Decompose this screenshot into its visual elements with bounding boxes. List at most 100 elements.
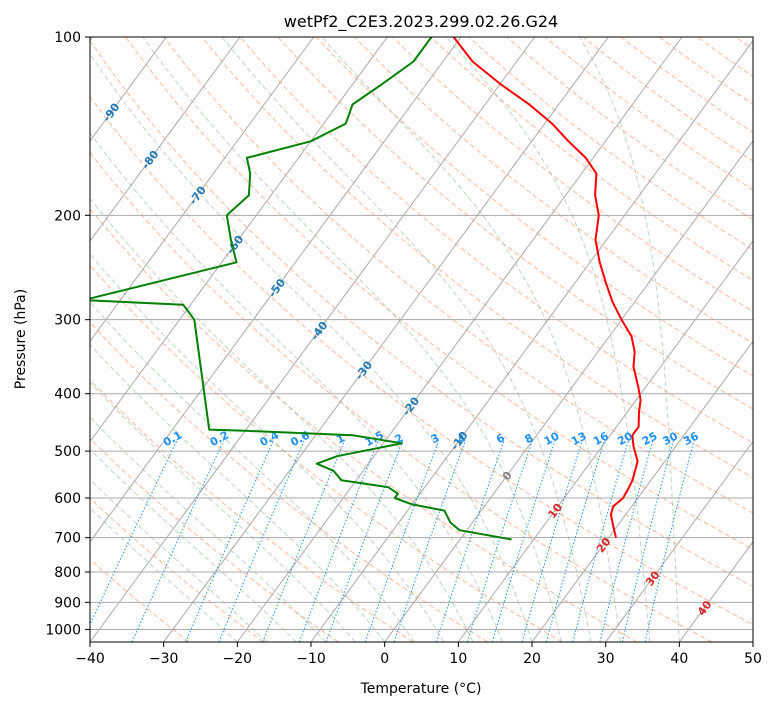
moist-adiabat-line xyxy=(0,158,267,642)
isotherm-label: -70 xyxy=(187,183,210,207)
y-tick-label: 100 xyxy=(54,30,81,46)
y-tick-label: 600 xyxy=(54,491,81,507)
dry-adiabat-line xyxy=(49,37,775,642)
x-axis-label: Temperature (°C) xyxy=(360,681,482,697)
mixing-ratio-label: 36 xyxy=(681,429,701,448)
moist-adiabat-line xyxy=(0,84,385,642)
y-tick-label: 400 xyxy=(54,387,81,403)
moist-adiabat-line xyxy=(322,37,621,642)
mixing-ratio-line xyxy=(186,441,274,642)
dry-adiabat-line xyxy=(354,37,775,642)
mixing-ratio-label: 16 xyxy=(591,429,611,448)
isotherm-label: -20 xyxy=(400,394,423,418)
isotherm-label: 30 xyxy=(643,568,663,588)
mixing-ratio-line xyxy=(546,441,604,642)
y-tick-label: 1000 xyxy=(45,622,81,638)
isotherm-line xyxy=(385,37,775,642)
plot-frame xyxy=(90,37,753,642)
isotherm-label: -40 xyxy=(308,319,331,343)
y-tick-label: 500 xyxy=(54,444,81,460)
dry-adiabat-line xyxy=(278,37,775,642)
y-tick-label: 200 xyxy=(54,208,81,224)
dry-adiabat-line xyxy=(126,37,775,642)
dry-adiabat-line xyxy=(0,37,562,642)
moist-adiabat-line xyxy=(0,124,326,642)
isotherm-line xyxy=(532,37,775,642)
dry-adiabat-line xyxy=(659,37,775,642)
x-tick-label: 0 xyxy=(380,651,389,667)
chart-title: wetPf2_C2E3.2023.299.02.26.G24 xyxy=(284,12,558,32)
mixing-ratio-label: 10 xyxy=(542,429,562,448)
mixing-ratio-label: 6 xyxy=(494,431,507,446)
x-tick-label: −20 xyxy=(223,651,253,667)
moist-adiabat-line xyxy=(79,37,532,642)
moist-adiabat-line xyxy=(580,37,680,642)
dry-adiabat-line xyxy=(0,37,488,642)
mixing-ratio-line xyxy=(622,441,673,642)
dry-adiabat-line xyxy=(698,37,775,642)
dry-adiabat-line xyxy=(621,37,775,642)
dry-adiabat-line xyxy=(545,37,775,642)
dry-adiabat-line xyxy=(0,37,338,642)
dry-adiabat-line xyxy=(393,37,775,642)
x-tick-label: 40 xyxy=(670,651,688,667)
x-tick-label: 10 xyxy=(449,651,467,667)
moist-adiabat-line xyxy=(27,37,503,642)
isotherm-line xyxy=(237,37,682,642)
x-tick-label: 30 xyxy=(597,651,615,667)
dry-adiabat-line xyxy=(736,37,775,642)
isotherm-label: -80 xyxy=(139,148,162,172)
isotherm-line xyxy=(164,37,609,642)
background-lines xyxy=(0,37,775,642)
y-axis-label: Pressure (hPa) xyxy=(13,289,29,389)
isotherm-line xyxy=(458,37,775,642)
isotherm-line xyxy=(90,37,535,642)
isotherm-label: -50 xyxy=(266,276,289,300)
x-tick-label: −10 xyxy=(296,651,326,667)
mixing-ratio-label: 0.6 xyxy=(288,428,312,449)
mixing-ratio-line xyxy=(365,441,439,642)
isotherm-label: -90 xyxy=(100,100,123,124)
isotherm-label: -60 xyxy=(224,233,247,257)
mixing-ratio-line xyxy=(219,441,304,642)
dewpoint-profile xyxy=(84,37,512,540)
mixing-ratio-line xyxy=(492,441,555,642)
moist-adiabat-line xyxy=(0,37,473,642)
isotherm-line xyxy=(679,37,775,642)
y-tick-label: 900 xyxy=(54,595,81,611)
isotherm-line xyxy=(753,37,775,642)
isotherm-label: -100 xyxy=(48,65,75,95)
moist-adiabat-line xyxy=(0,141,296,642)
y-tick-label: 800 xyxy=(54,565,81,581)
isotherm-label: 0 xyxy=(500,469,515,483)
isotherm-line xyxy=(0,37,240,642)
mixing-ratio-line xyxy=(645,441,694,642)
y-tick-label: 300 xyxy=(54,313,81,329)
isotherm-line xyxy=(16,37,461,642)
isotherm-label: -10 xyxy=(448,429,471,453)
isotherm-line xyxy=(0,37,387,642)
x-tick-label: 50 xyxy=(744,651,762,667)
isotherm-line xyxy=(606,37,775,642)
dry-adiabat-line xyxy=(0,37,264,642)
moist-adiabat-line xyxy=(0,62,414,643)
mixing-ratio-line xyxy=(522,441,582,642)
mixing-ratio-label: 0.2 xyxy=(208,428,231,449)
x-tick-label: −40 xyxy=(75,651,105,667)
mixing-ratio-line xyxy=(132,441,224,642)
mixing-ratio-label: 13 xyxy=(569,429,589,448)
mixing-ratio-line xyxy=(82,441,177,642)
moist-adiabat-line xyxy=(0,37,444,642)
dry-adiabat-line xyxy=(316,37,775,642)
isotherm-label: 40 xyxy=(695,598,715,618)
isotherm-label: -30 xyxy=(353,358,376,382)
mixing-ratio-label: 30 xyxy=(660,429,680,448)
y-tick-label: 700 xyxy=(54,531,81,547)
mixing-ratio-label: 0.1 xyxy=(161,428,184,449)
mixing-ratio-label: 25 xyxy=(640,429,660,448)
dry-adiabat-line xyxy=(164,37,775,642)
x-tick-label: −30 xyxy=(149,651,179,667)
x-tick-label: 20 xyxy=(523,651,541,667)
